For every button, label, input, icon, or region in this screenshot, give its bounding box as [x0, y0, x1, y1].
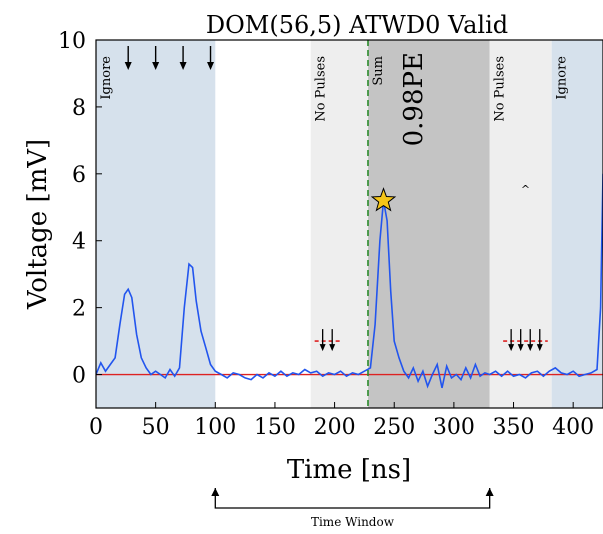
x-tick-label: 300	[433, 415, 475, 440]
x-tick-label: 150	[254, 415, 296, 440]
plot-frame	[95, 39, 603, 409]
up-arrow-icon	[485, 488, 494, 496]
region-label: No Pulses	[314, 56, 329, 122]
arrowhead-icon	[207, 62, 215, 70]
time-window-bracket	[214, 488, 491, 509]
region-label: No Pulses	[493, 56, 508, 122]
y-tick-label: 2	[72, 297, 86, 322]
time-window-label: Time Window	[311, 515, 395, 529]
region-label: Sum	[371, 56, 386, 86]
x-tick-label: 350	[493, 415, 535, 440]
region-no-pulses	[310, 40, 368, 408]
arrowhead-icon	[319, 344, 326, 352]
arrowhead-icon	[179, 62, 187, 70]
region-ignore	[551, 40, 603, 408]
y-tick-label: 0	[72, 364, 86, 389]
up-arrow-icon	[211, 488, 220, 496]
arrowhead-icon	[536, 344, 543, 352]
x-axis-label: Time [ns]	[287, 455, 411, 485]
arrowhead-icon	[527, 344, 534, 352]
sum-value-label: 0.98PE	[399, 52, 429, 146]
x-tick-label: 50	[142, 415, 170, 440]
region-label: Ignore	[555, 56, 570, 100]
x-tick-label: 400	[552, 415, 594, 440]
arrowhead-icon	[124, 62, 132, 70]
y-tick-label: 10	[58, 29, 86, 54]
region-label: Ignore	[99, 56, 114, 100]
x-tick-label: 200	[314, 415, 356, 440]
y-tick-label: 4	[72, 230, 86, 255]
x-tick-label: 250	[373, 415, 415, 440]
x-tick-label: 0	[89, 415, 103, 440]
arrowhead-icon	[152, 62, 160, 70]
arrowhead-icon	[329, 344, 336, 352]
region-ignore	[96, 40, 216, 408]
y-tick-label: 6	[72, 163, 86, 188]
x-tick-label: 100	[194, 415, 236, 440]
arrowhead-icon	[517, 344, 524, 352]
arrowhead-icon	[508, 344, 515, 352]
waveform-line	[96, 173, 603, 389]
peak-star-icon	[370, 187, 397, 212]
region-sum	[367, 40, 490, 408]
chart-title: DOM(56,5) ATWD0 Valid	[206, 11, 508, 39]
y-tick-label: 8	[72, 96, 86, 121]
caret-mark: ^	[521, 183, 530, 196]
y-axis-label: Voltage [mV]	[23, 139, 53, 310]
